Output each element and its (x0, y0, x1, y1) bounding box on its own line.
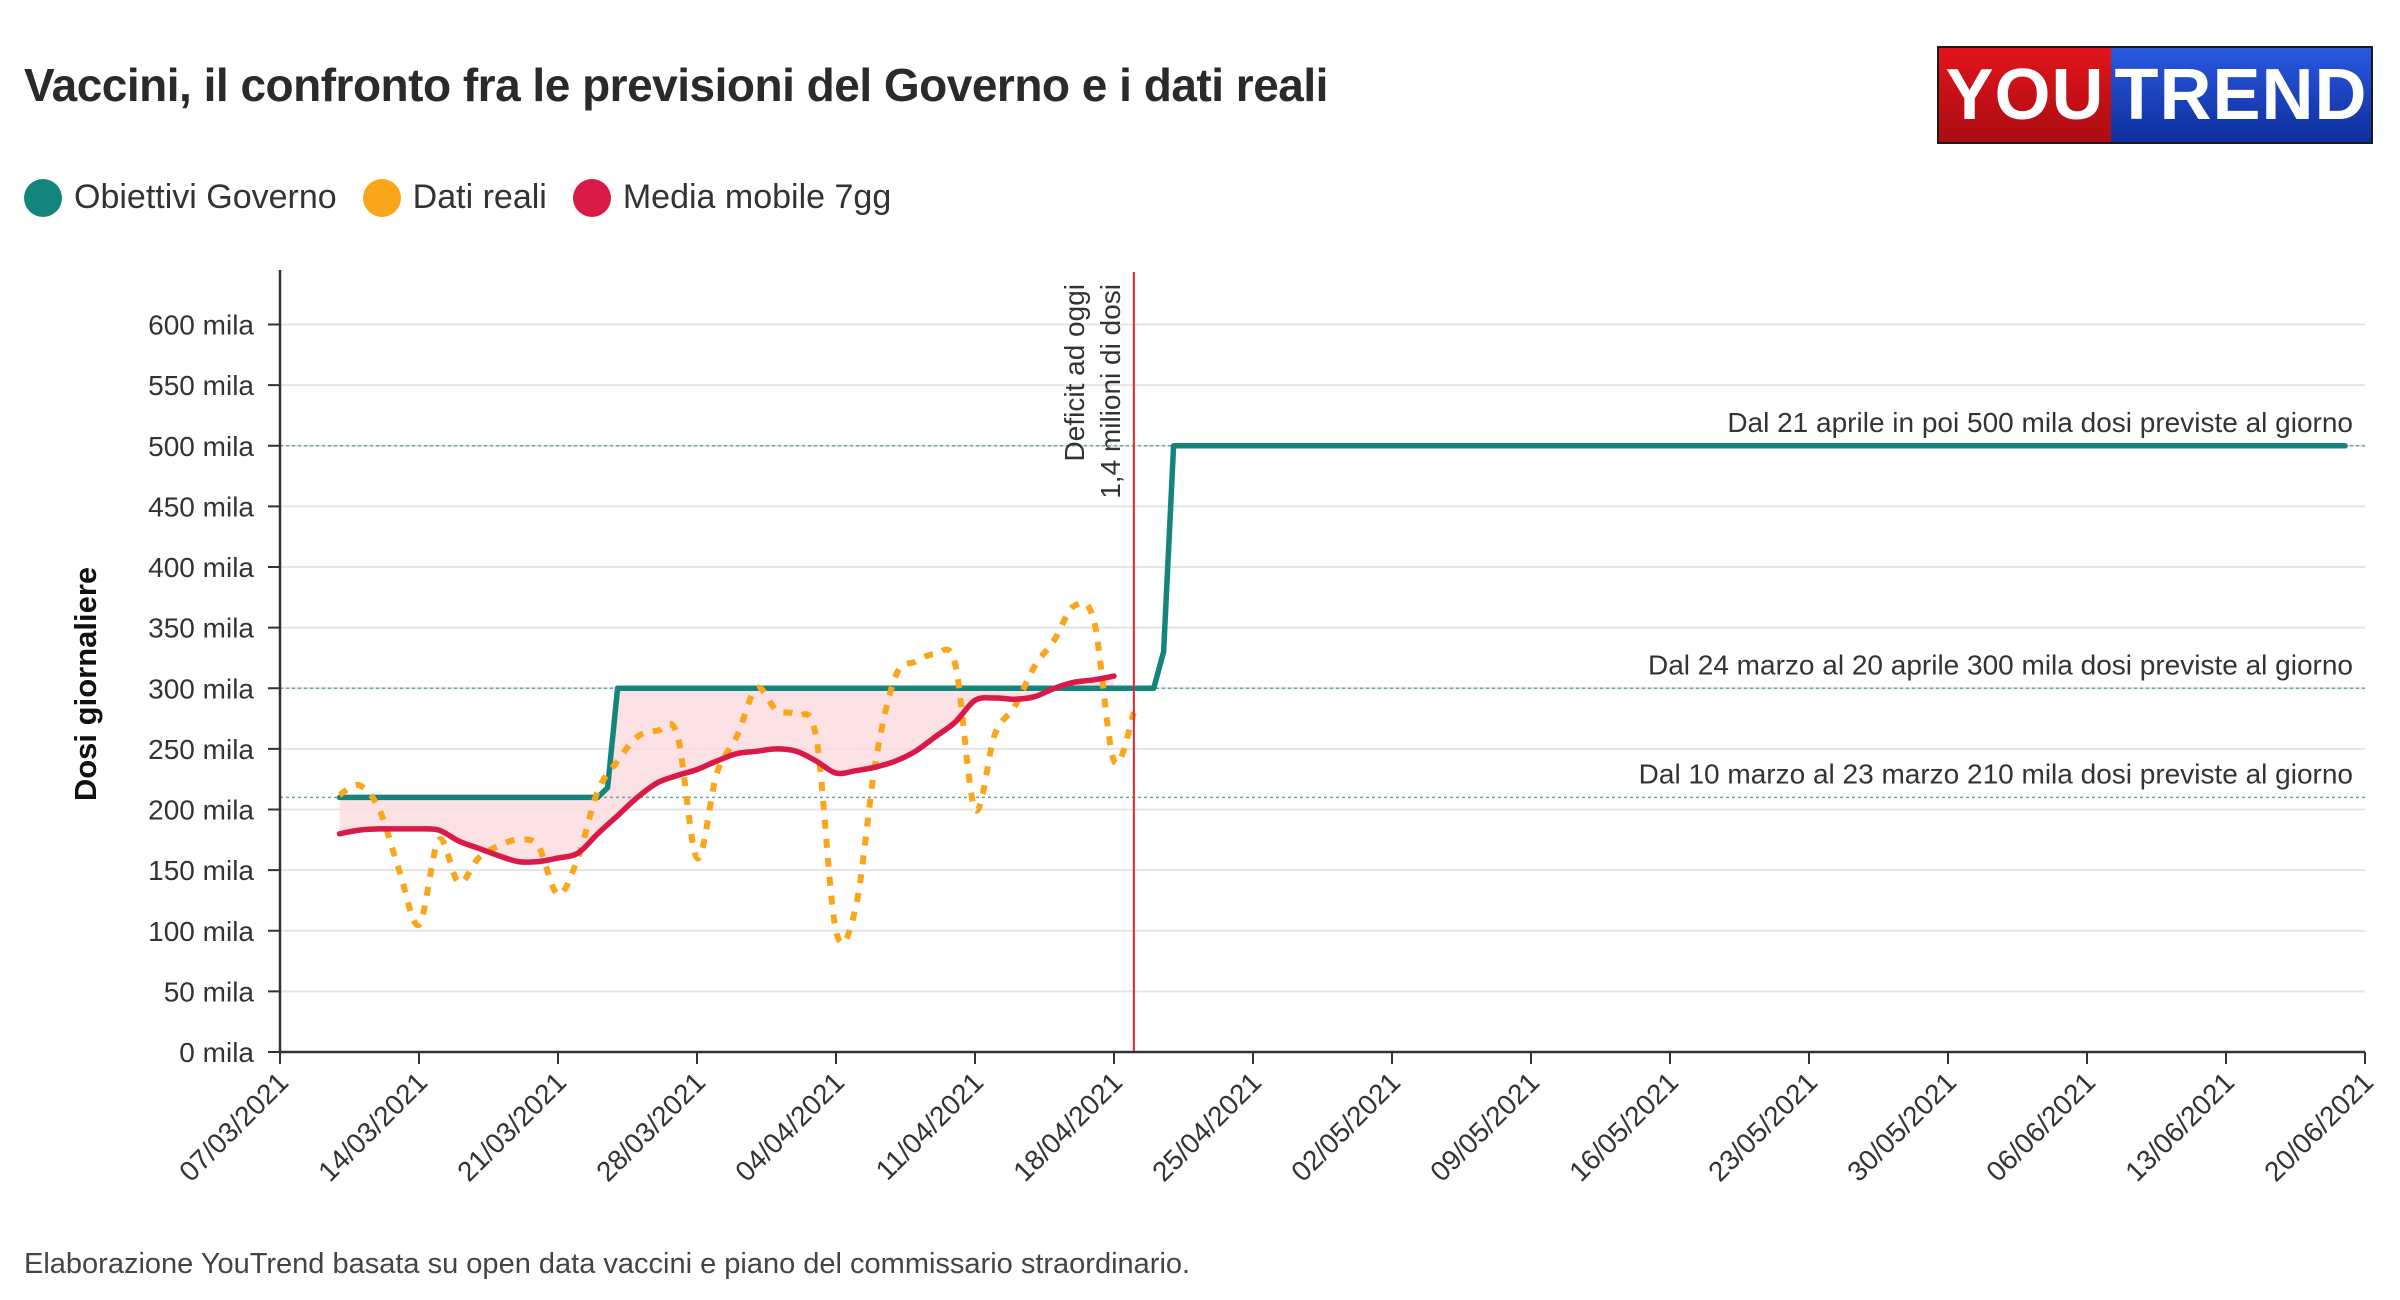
y-tick-label-10: 500 mila (148, 431, 254, 462)
y-tick-label-6: 300 mila (148, 673, 254, 704)
y-tick-label-1: 50 mila (164, 976, 255, 1007)
source-note: Elaborazione YouTrend basata su open dat… (24, 1248, 1191, 1280)
x-tick-label-3: 28/03/2021 (590, 1066, 711, 1187)
legend-dot-obiettivi (24, 178, 62, 217)
y-tick-label-11: 550 mila (148, 370, 254, 401)
series-line-dati-reali (337, 599, 1137, 947)
y-tick-label-9: 450 mila (148, 491, 254, 522)
series-line-obiettivi-governo (336, 443, 2348, 801)
legend-item-dati-reali[interactable]: Dati reali (362, 178, 547, 217)
x-tick-label-6: 18/04/2021 (1007, 1066, 1128, 1187)
today-marker-label-1: Deficit ad oggi (1059, 284, 1090, 461)
x-tick-label-15: 20/06/2021 (2258, 1066, 2379, 1187)
legend-item-obiettivi[interactable]: Obiettivi Governo (24, 178, 337, 217)
chart-svg: 0 mila 50 mila 100 mila 150 mila 200 mila 250… (68, 270, 2379, 1187)
y-tick-label-5: 250 mila (148, 734, 254, 765)
today-marker-label-2: 1,4 milioni di dosi (1095, 284, 1126, 499)
deficit-area (339, 676, 1115, 862)
legend-label-media-mobile: Media mobile 7gg (622, 178, 892, 216)
x-tick-label-11: 23/05/2021 (1702, 1066, 1823, 1187)
x-tick-label-13: 06/06/2021 (1980, 1066, 2101, 1187)
reference-label-1: Dal 24 marzo al 20 aprile 300 mila dosi … (1648, 649, 2353, 680)
y-tick-label-7: 350 mila (148, 613, 254, 644)
legend: Obiettivi Governo Dati reali Media mobil… (24, 178, 917, 217)
youtrend-logo: YOU TREND (1937, 46, 2373, 144)
x-tick-label-10: 16/05/2021 (1563, 1066, 1684, 1187)
y-axis-title: Dosi giornaliere (68, 567, 103, 801)
y-tick-label-0: 0 mila (179, 1037, 254, 1068)
chart-title: Vaccini, il confronto fra le previsioni … (24, 59, 1328, 111)
x-tick-label-1: 14/03/2021 (312, 1066, 433, 1187)
x-tick-label-2: 21/03/2021 (451, 1066, 572, 1187)
x-tick-label-9: 09/05/2021 (1424, 1066, 1545, 1187)
x-tick-label-7: 25/04/2021 (1146, 1066, 1267, 1187)
x-tick-label-4: 04/04/2021 (729, 1066, 850, 1187)
x-tick-label-8: 02/05/2021 (1285, 1066, 1406, 1187)
series-line-media-mobile-7gg (336, 673, 1117, 865)
y-tick-label-8: 400 mila (148, 552, 254, 583)
legend-label-dati-reali: Dati reali (412, 178, 547, 216)
legend-label-obiettivi: Obiettivi Governo (74, 178, 337, 216)
logo-you-part: YOU (1939, 48, 2111, 142)
x-tick-label-5: 11/04/2021 (870, 1066, 990, 1186)
y-tick-label-2: 100 mila (148, 916, 254, 947)
x-tick-label-14: 13/06/2021 (2119, 1066, 2240, 1187)
x-tick-label-0: 07/03/2021 (173, 1066, 294, 1187)
legend-dot-dati-reali (362, 178, 401, 217)
logo-trend-part: TREND (2111, 48, 2371, 142)
reference-label-2: Dal 10 marzo al 23 marzo 210 mila dosi p… (1639, 758, 2353, 789)
legend-dot-media-mobile (572, 178, 611, 217)
y-tick-label-12: 600 mila (148, 310, 254, 341)
x-tick-label-12: 30/05/2021 (1841, 1066, 1962, 1187)
reference-label-0: Dal 21 aprile in poi 500 mila dosi previ… (1727, 407, 2353, 438)
legend-item-media-mobile[interactable]: Media mobile 7gg (572, 178, 892, 217)
y-tick-label-3: 150 mila (148, 855, 254, 886)
y-tick-label-4: 200 mila (148, 795, 254, 826)
